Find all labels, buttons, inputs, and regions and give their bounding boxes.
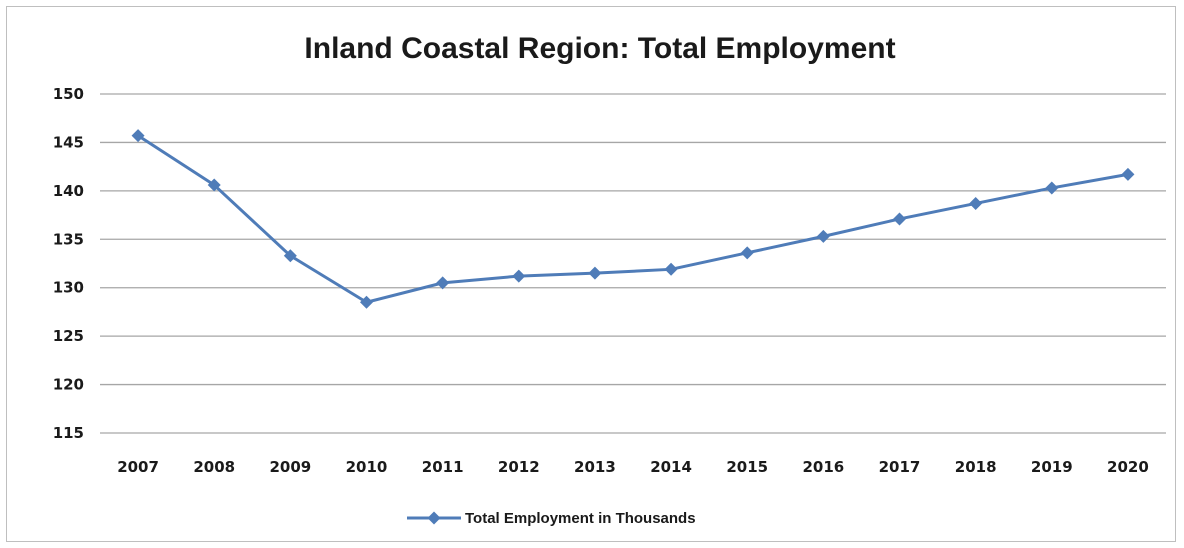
data-point [283, 249, 297, 263]
y-tick-label: 150 [53, 85, 84, 103]
x-tick-label: 2013 [574, 458, 616, 476]
data-point [740, 246, 754, 260]
legend-label: Total Employment in Thousands [465, 510, 696, 527]
legend-marker [427, 511, 441, 525]
x-tick-label: 2015 [726, 458, 768, 476]
data-point [893, 212, 906, 226]
x-tick-label: 2020 [1107, 458, 1149, 476]
data-point [207, 178, 221, 192]
series-line [137, 134, 1129, 304]
chart-title: Inland Coastal Region: Total Employment [304, 32, 895, 65]
x-tick-label: 2017 [879, 458, 921, 476]
y-tick-label: 125 [53, 327, 84, 345]
data-point [588, 266, 602, 280]
y-tick-label: 140 [53, 182, 84, 200]
x-tick-label: 2010 [346, 458, 388, 476]
data-point [1045, 181, 1059, 195]
x-tick-label: 2009 [269, 458, 311, 476]
data-point [664, 262, 678, 276]
data-point [816, 229, 830, 243]
series-layer [131, 129, 1135, 309]
x-tick-label: 2008 [193, 458, 235, 476]
x-axis-ticks: 2007 2008 2009 2010 2011 2012 2013 2014 2015 2016… [117, 458, 1149, 476]
data-point [360, 295, 373, 309]
gridlines [100, 93, 1166, 434]
x-tick-label: 2012 [498, 458, 540, 476]
x-tick-label: 2011 [422, 458, 464, 476]
y-axis-ticks: 115 120 125 130 135 140 145 150 [53, 85, 84, 442]
x-tick-label: 2019 [1031, 458, 1073, 476]
x-tick-label: 2014 [650, 458, 692, 476]
y-tick-label: 115 [53, 424, 84, 442]
y-tick-label: 130 [53, 279, 84, 297]
x-tick-label: 2016 [802, 458, 844, 476]
x-tick-label: 2007 [117, 458, 159, 476]
data-point [969, 196, 983, 210]
y-tick-label: 135 [53, 230, 84, 248]
legend: Total Employment in Thousands [407, 510, 696, 527]
data-point [436, 276, 450, 290]
data-point [512, 269, 526, 283]
data-point [1121, 167, 1135, 181]
data-point [131, 129, 145, 143]
y-tick-label: 120 [53, 376, 84, 394]
y-tick-label: 145 [53, 133, 84, 151]
x-tick-label: 2018 [955, 458, 997, 476]
